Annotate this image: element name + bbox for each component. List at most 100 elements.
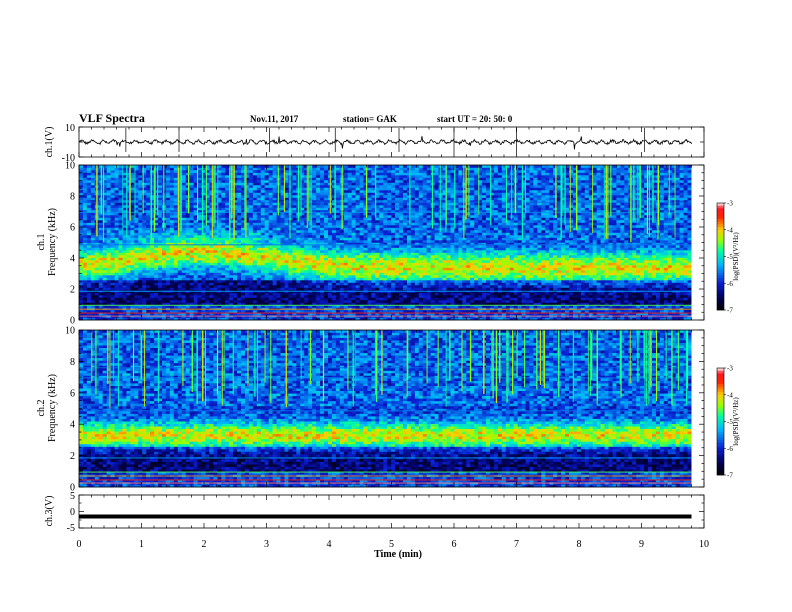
spectrogram-cell: [296, 292, 301, 296]
spectrogram-cell: [335, 165, 341, 168]
spectrogram-cell: [328, 215, 333, 218]
spectrogram-cell: [276, 247, 281, 251]
spectrogram-cell: [197, 220, 202, 223]
spectrogram-cell: [256, 182, 262, 186]
spectrogram-cell: [256, 295, 262, 298]
spectrogram-cell: [158, 287, 163, 291]
spectrogram-cell: [292, 237, 297, 241]
spectrogram-cell: [221, 165, 226, 168]
spectrogram-cell: [371, 277, 376, 281]
spectrogram-cell: [138, 207, 143, 211]
spectrogram-cell: [165, 250, 171, 253]
spectrogram-cell: [320, 280, 325, 283]
spectrogram-cell: [83, 292, 88, 296]
spectrogram-cell: [276, 277, 281, 281]
spectrogram-cell: [308, 257, 313, 261]
spectrogram-cell: [284, 225, 289, 228]
spectrogram-cell: [83, 185, 88, 188]
spectrogram-cell: [217, 282, 222, 286]
spectrogram-cell: [268, 235, 273, 238]
spectrogram-cell: [146, 230, 151, 233]
spectrogram-cell: [106, 297, 111, 301]
spectrogram-cell: [288, 302, 293, 306]
spectrogram-cell: [245, 240, 250, 243]
spectrogram-cell: [197, 207, 202, 211]
spectrogram-cell: [181, 205, 186, 208]
spectrogram-cell: [98, 297, 104, 301]
spectrogram-cell: [308, 260, 313, 263]
spectrogram-cell: [260, 217, 266, 221]
spectrogram-cell: [351, 185, 356, 188]
spectrogram-cell: [189, 302, 194, 306]
spectrogram-cell: [217, 175, 222, 178]
spectrogram-cell: [387, 300, 392, 303]
spectrogram-cell: [241, 170, 246, 173]
spectrogram-cell: [359, 270, 364, 273]
spectrogram-cell: [114, 280, 119, 283]
spectrogram-cell: [229, 260, 234, 263]
spectrogram-cell: [248, 302, 254, 306]
spectrogram-cell: [343, 187, 349, 191]
spectrogram-cell: [126, 227, 131, 231]
spectrogram-cell: [284, 242, 289, 246]
spectrogram-cell: [371, 190, 376, 193]
spectrogram-cell: [114, 200, 119, 203]
spectrogram-cell: [316, 285, 321, 288]
spectrogram-cell: [193, 270, 198, 273]
spectrogram-cell: [150, 205, 155, 208]
spectrogram-cell: [169, 217, 175, 221]
spectrogram-cell: [237, 205, 242, 208]
spectrogram-cell: [98, 250, 104, 253]
spectrogram-cell: [193, 267, 198, 271]
spectrogram-cell: [106, 310, 111, 313]
spectrogram-cell: [221, 272, 226, 276]
spectrogram-cell: [197, 172, 202, 176]
spectrogram-cell: [367, 235, 372, 238]
spectrogram-cell: [371, 282, 376, 286]
spectrogram-cell: [359, 242, 364, 246]
spectrogram-cell: [331, 212, 337, 216]
spectrogram-cell: [296, 282, 301, 286]
spectrogram-cell: [367, 257, 372, 261]
spectrogram-cell: [185, 192, 190, 196]
spectrogram-cell: [213, 287, 218, 291]
spectrogram-cell: [300, 242, 305, 246]
spectrogram-cell: [189, 250, 194, 253]
spectrogram-cell: [138, 177, 143, 181]
spectrogram-cell: [201, 195, 206, 198]
spectrogram-cell: [320, 297, 325, 301]
spectrogram-cell: [248, 210, 254, 213]
spectrogram-cell: [276, 267, 281, 271]
spectrogram-cell: [189, 175, 194, 178]
spectrogram-cell: [264, 270, 269, 273]
spectrogram-cell: [169, 182, 175, 186]
spectrogram-cell: [134, 295, 139, 298]
spectrogram-cell: [185, 207, 190, 211]
spectrogram-cell: [213, 227, 218, 231]
spectrogram-cell: [181, 292, 186, 296]
spectrogram-cell: [217, 317, 222, 321]
spectrogram-cell: [355, 310, 360, 313]
spectrogram-cell: [209, 282, 214, 286]
spectrogram-cell: [312, 277, 317, 281]
spectrogram-cell: [185, 190, 190, 193]
spectrogram-cell: [169, 187, 175, 191]
spectrogram-cell: [221, 312, 226, 316]
spectrogram-cell: [193, 172, 198, 176]
spectrogram-cell: [280, 207, 285, 211]
spectrogram-cell: [221, 297, 226, 301]
spectrogram-cell: [193, 227, 198, 231]
spectrogram-cell: [328, 265, 333, 268]
spectrogram-cell: [118, 202, 123, 206]
spectrogram-cell: [343, 280, 349, 283]
spectrogram-cell: [102, 167, 107, 171]
spectrogram-cell: [83, 200, 88, 203]
spectrogram-cell: [197, 192, 202, 196]
spectrogram-cell: [387, 245, 392, 248]
spectrogram-cell: [272, 195, 277, 198]
spectrogram-cell: [241, 280, 246, 283]
spectrogram-cell: [280, 202, 285, 206]
spectrogram-cell: [296, 230, 301, 233]
spectrogram-cell: [312, 205, 317, 208]
spectrogram-cell: [110, 165, 115, 168]
